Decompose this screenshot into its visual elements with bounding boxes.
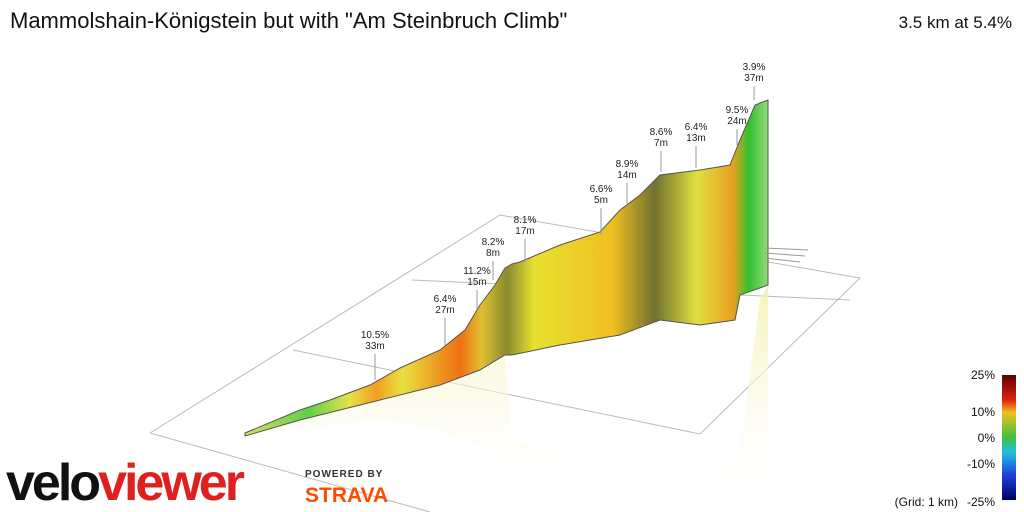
- title: Mammolshain-Königstein but with "Am Stei…: [10, 8, 567, 33]
- legend-tick: 25%: [971, 368, 995, 382]
- annotation-length: 8m: [486, 248, 500, 259]
- logo-viewer: viewer: [98, 454, 245, 512]
- annotation-grade: 8.9%: [616, 159, 639, 170]
- annotation-grade: 6.4%: [685, 122, 708, 133]
- annotation-length: 5m: [594, 195, 608, 206]
- annotation-grade: 10.5%: [361, 330, 389, 341]
- legend-tick: 10%: [971, 405, 995, 419]
- arrow: [764, 252, 806, 257]
- logo: veloviewer: [6, 454, 245, 512]
- annotation-grade: 3.9%: [743, 62, 766, 73]
- annotation-grade: 6.6%: [590, 184, 613, 195]
- legend: 25% 10% 0% -10% -25% (Grid: 1 km): [895, 368, 996, 509]
- arrow: [764, 257, 801, 263]
- grid-note: (Grid: 1 km): [895, 495, 958, 509]
- logo-velo: velo: [6, 454, 99, 512]
- annotation-length: 24m: [727, 116, 746, 127]
- annotation-grade: 6.4%: [434, 294, 457, 305]
- legend-tick: -25%: [967, 495, 995, 509]
- annotation-grade: 8.6%: [650, 127, 673, 138]
- annotation-grade: 11.2%: [463, 266, 491, 277]
- annotation-grade: 8.1%: [514, 215, 537, 226]
- color-scale: [1002, 375, 1016, 500]
- annotation-length: 33m: [365, 341, 384, 352]
- annotation-grade: 8.2%: [482, 237, 505, 248]
- annotation-length: 15m: [467, 277, 486, 288]
- annotation-length: 13m: [686, 133, 705, 144]
- arrow: [764, 247, 809, 251]
- grid-edge: [149, 432, 431, 512]
- annotation-length: 27m: [435, 305, 454, 316]
- strava-logo: STRAVA: [305, 484, 388, 507]
- summary: 3.5 km at 5.4%: [899, 13, 1012, 32]
- annotations: 10.5%33m6.4%27m11.2%15m8.2%8m8.1%17m6.6%…: [361, 62, 766, 380]
- legend-tick: -10%: [967, 457, 995, 471]
- annotation-length: 17m: [515, 226, 534, 237]
- annotation-length: 37m: [744, 73, 763, 84]
- grid-edge: [699, 277, 861, 435]
- reflection: [245, 285, 768, 490]
- direction-arrows: [764, 247, 809, 263]
- legend-tick: 0%: [978, 431, 996, 445]
- annotation-length: 7m: [654, 138, 668, 149]
- annotation-length: 14m: [617, 170, 636, 181]
- annotation-grade: 9.5%: [726, 105, 749, 116]
- elevation-ribbon: [244, 99, 769, 437]
- powered-by: POWERED BY: [305, 469, 383, 480]
